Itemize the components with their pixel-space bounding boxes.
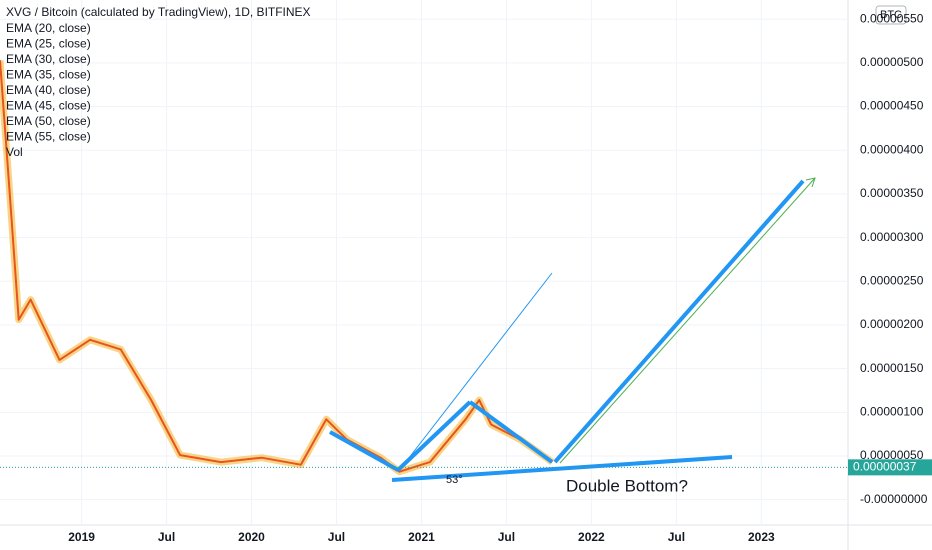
x-tick-label: 2022: [578, 530, 605, 544]
arrow-head: [805, 177, 816, 188]
trend-line: [396, 400, 472, 472]
trend-line: [397, 272, 553, 473]
x-tick-label: Jul: [498, 530, 515, 544]
legend-entry: EMA (30, close): [6, 52, 91, 66]
y-tick-label: 0.00000100: [860, 404, 924, 418]
y-tick-label: 0.00000200: [860, 317, 924, 331]
legend-entry: EMA (25, close): [6, 37, 91, 51]
y-tick-label: 0.00000300: [860, 230, 924, 244]
x-tick-label: 2023: [748, 530, 775, 544]
x-tick-label: Jul: [328, 530, 345, 544]
trend-line: [329, 430, 399, 472]
y-tick-label: 0.00000350: [860, 186, 924, 200]
arrow-line: [559, 177, 816, 464]
trend-line: [391, 455, 733, 482]
annotation: 53°: [446, 474, 463, 486]
y-tick-label: 0.00000450: [860, 99, 924, 113]
x-tick-label: 2020: [238, 530, 265, 544]
y-tick-label: 0.00000150: [860, 361, 924, 375]
legend-entry: EMA (45, close): [6, 99, 91, 113]
currency-badge: [875, 5, 907, 25]
y-tick-label: 0.00000050: [860, 448, 924, 462]
legend-entry: EMA (40, close): [6, 83, 91, 97]
x-tick-label: 2019: [68, 530, 95, 544]
annotation: Double Bottom?: [566, 476, 688, 495]
last-price-label: 0.00000037: [853, 460, 917, 474]
y-tick-label: 0.00000250: [860, 273, 924, 287]
drawings: Double Bottom? 53°: [329, 177, 816, 495]
legend-entry: EMA (20, close): [6, 21, 91, 35]
legend-entry: EMA (35, close): [6, 68, 91, 82]
price-line: [0, 60, 553, 473]
x-tick-label: Jul: [158, 530, 175, 544]
legend: XVG / Bitcoin (calculated by TradingView…: [6, 5, 311, 19]
y-tick-label: 0.00000550: [860, 11, 924, 25]
x-tick-label: Jul: [668, 530, 685, 544]
last-price-badge: [848, 459, 932, 476]
y-tick-label: -0.00000000: [860, 492, 928, 506]
currency: BTC: [880, 9, 902, 21]
legend-entry: EMA (50, close): [6, 114, 91, 128]
x-tick-label: 2021: [408, 530, 435, 544]
legend-entry: EMA (55, close): [6, 130, 91, 144]
y-tick-label: 0.00000500: [860, 55, 924, 69]
trend-line: [468, 400, 554, 464]
chart-title: XVG / Bitcoin (calculated by TradingView…: [6, 5, 311, 19]
grid: [0, 0, 848, 525]
trend-line: [553, 179, 805, 464]
legend-entry: Vol: [6, 145, 23, 159]
y-tick-label: 0.00000400: [860, 142, 924, 156]
plot: [0, 60, 555, 476]
